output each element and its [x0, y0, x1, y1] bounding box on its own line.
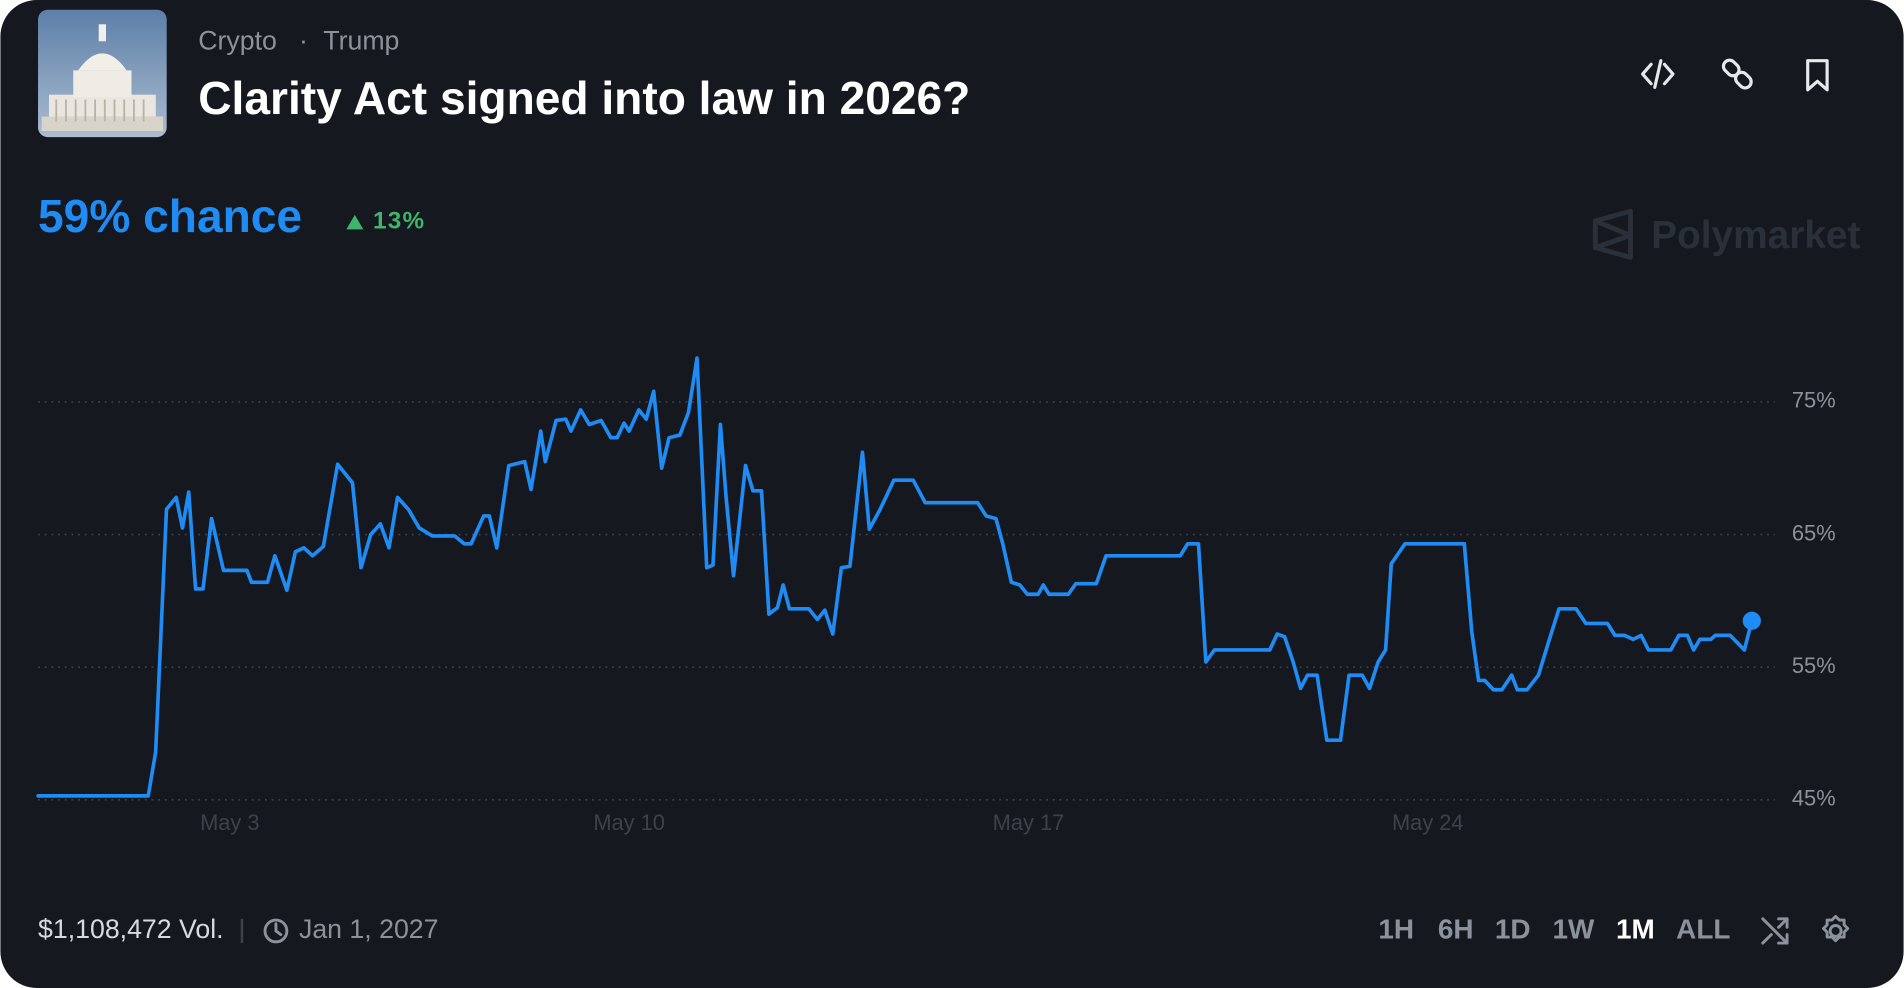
- change: 13%: [373, 208, 425, 235]
- market-title: Clarity Act signed into law in 2026?: [198, 72, 970, 124]
- y-tick-label: 75%: [1792, 388, 1836, 413]
- range-button[interactable]: 1M: [1616, 913, 1655, 944]
- plot: 45% 55% 65% 75% May 3 May 10 May 17 May 24: [36, 356, 1836, 835]
- range-button[interactable]: 6H: [1438, 913, 1474, 944]
- end-date: Jan 1, 2027: [299, 914, 438, 944]
- brand-logo: [1592, 208, 1633, 260]
- link-icon[interactable]: [1721, 58, 1754, 91]
- range-button[interactable]: ALL: [1676, 913, 1730, 944]
- y-tick-label: 65%: [1792, 520, 1836, 545]
- range-button[interactable]: 1D: [1495, 913, 1531, 944]
- last-point: [1742, 611, 1761, 630]
- price-line: [36, 356, 1754, 798]
- volume: $1,108,472 Vol.: [38, 914, 224, 944]
- chance: 59% chance: [38, 190, 302, 242]
- market-image: [38, 9, 167, 138]
- bookmark-icon[interactable]: [1806, 59, 1829, 92]
- x-tick-label: May 10: [593, 810, 665, 835]
- separator: ·: [299, 26, 308, 56]
- category[interactable]: Crypto: [198, 26, 277, 56]
- x-tick-label: May 3: [200, 810, 259, 835]
- x-tick-label: May 17: [993, 810, 1065, 835]
- subcategory[interactable]: Trump: [323, 26, 399, 56]
- range-button[interactable]: 1W: [1553, 913, 1596, 944]
- x-tick-label: May 24: [1392, 810, 1464, 835]
- clock-icon: [263, 918, 289, 944]
- change-arrow: [346, 214, 364, 230]
- embed-icon[interactable]: [1641, 59, 1675, 89]
- settings-icon[interactable]: [1822, 914, 1850, 943]
- y-tick-label: 45%: [1792, 786, 1836, 811]
- y-tick-label: 55%: [1792, 653, 1836, 678]
- range-button[interactable]: 1H: [1378, 913, 1414, 944]
- shuffle-icon[interactable]: [1761, 917, 1789, 945]
- brand: Polymarket: [1651, 214, 1860, 257]
